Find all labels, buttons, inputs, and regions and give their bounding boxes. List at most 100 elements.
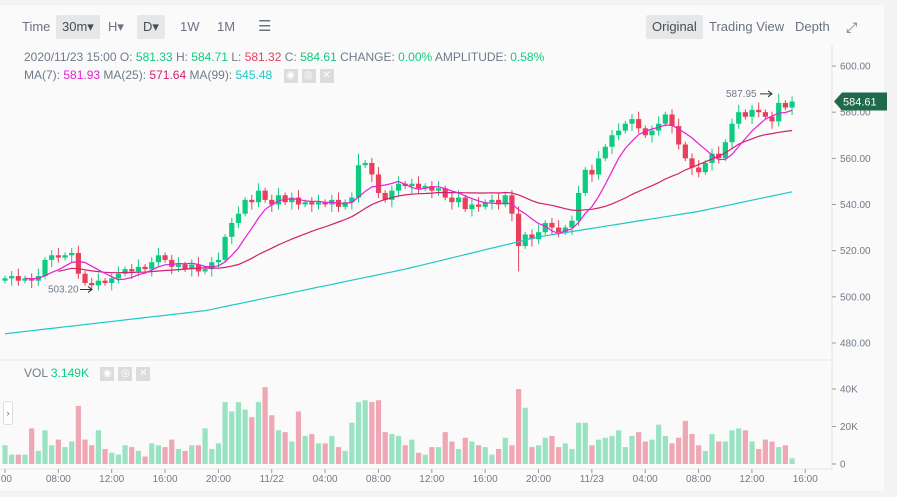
volume-bar <box>495 449 502 464</box>
volume-bar <box>662 435 668 464</box>
candle-down <box>322 202 328 205</box>
candle-up <box>49 255 55 260</box>
candle-up <box>576 192 582 221</box>
candle-up <box>722 142 728 159</box>
fullscreen-icon[interactable]: ⤢ <box>846 19 858 35</box>
interval-month[interactable]: 1M <box>217 19 236 34</box>
interval-30m[interactable]: 30m▾ <box>56 15 100 39</box>
volume-bar <box>222 402 228 464</box>
volume-bar <box>235 402 242 464</box>
volume-bar <box>549 435 555 464</box>
time-tick-label: 16:00 <box>473 474 498 485</box>
vol-label: VOL <box>24 366 48 380</box>
candle-down <box>696 167 702 173</box>
volume-bar <box>202 428 208 464</box>
volume-bar <box>435 447 442 464</box>
candle-up <box>729 123 735 143</box>
time-tick-label: 11/22 <box>260 474 285 485</box>
candle-up <box>582 169 588 193</box>
volume-bar <box>209 449 215 464</box>
price-tick-label: 480.00 <box>840 338 871 349</box>
change-label: CHANGE: <box>340 50 395 64</box>
volume-bar <box>636 432 642 464</box>
volume-bar <box>789 458 795 464</box>
volume-bar <box>389 434 395 464</box>
candle-down <box>29 278 35 281</box>
price-tick-label: 580.00 <box>840 108 871 119</box>
close-icon[interactable]: ✕ <box>136 366 151 381</box>
max-arrow-icon <box>760 90 773 98</box>
interval-week[interactable]: 1W <box>180 19 200 34</box>
volume-bar <box>329 435 335 464</box>
vol-value: 3.149K <box>50 366 89 380</box>
candle-date: 2020/11/23 15:00 <box>24 50 117 64</box>
candle-up <box>242 199 248 214</box>
volume-bar <box>616 430 622 464</box>
close-label: C: <box>284 50 297 64</box>
interval-day[interactable]: D▾ <box>137 15 165 39</box>
volume-bar <box>609 435 615 464</box>
price-tick-label: 520.00 <box>840 246 871 257</box>
volume-bar <box>522 407 528 464</box>
volume-bar <box>122 445 128 464</box>
settings-sliders-icon[interactable]: ☰ <box>258 18 272 35</box>
close-icon[interactable]: ✕ <box>319 68 334 83</box>
price-tick-label: 560.00 <box>840 154 871 165</box>
volume-bar <box>82 439 88 464</box>
volume-bar <box>135 450 141 464</box>
candle-up <box>315 202 322 205</box>
time-tick-label: 16:00 <box>793 474 818 485</box>
ma7-line <box>24 109 793 281</box>
eye-icon[interactable]: ◉ <box>100 366 115 381</box>
candle-down <box>742 112 748 117</box>
candle-up <box>362 162 368 166</box>
candle-up <box>69 252 75 256</box>
time-tick-label: 12:00 <box>99 474 124 485</box>
volume-bar <box>315 443 322 464</box>
volume-bar <box>782 445 788 464</box>
volume-bar <box>162 447 168 464</box>
volume-bar <box>415 452 422 464</box>
volume-bar <box>275 430 282 464</box>
volume-bar <box>669 443 675 464</box>
volume-bar <box>149 443 155 464</box>
volume-bar <box>15 454 21 464</box>
view-original[interactable]: Original <box>646 15 703 39</box>
candle-up <box>542 222 548 233</box>
candle-up <box>709 153 715 163</box>
candle-up <box>62 255 68 258</box>
volume-bar <box>302 435 308 464</box>
candle-down <box>762 112 768 117</box>
volume-bar <box>536 445 542 464</box>
settings-icon[interactable]: ◎ <box>118 366 133 381</box>
candle-down <box>636 119 642 129</box>
price-tick-label: 500.00 <box>840 292 871 303</box>
candle-up <box>596 158 602 175</box>
volume-bar <box>69 441 75 464</box>
candle-down <box>169 259 175 267</box>
volume-bar <box>75 405 81 464</box>
volume-bar <box>562 443 568 464</box>
candle-up <box>135 266 141 272</box>
eye-icon[interactable]: ◉ <box>283 68 298 83</box>
volume-bar <box>722 441 728 464</box>
volume-bar <box>502 437 508 464</box>
view-depth[interactable]: Depth <box>795 19 830 34</box>
volume-bar <box>129 447 135 464</box>
candle-down <box>515 213 522 247</box>
view-trading-view[interactable]: Trading View <box>709 19 785 34</box>
candle-up <box>455 197 462 203</box>
candle-up <box>289 197 295 203</box>
volume-bar <box>569 449 575 464</box>
interval-hour[interactable]: H▾ <box>108 19 124 34</box>
candle-up <box>9 276 15 279</box>
candle-down <box>15 276 21 281</box>
candle-up <box>149 262 155 270</box>
ma25-label: MA(25): <box>103 68 147 82</box>
settings-icon[interactable]: ◎ <box>301 68 316 83</box>
candle-up <box>609 135 615 147</box>
volume-bar <box>582 422 588 464</box>
expand-handle[interactable]: › <box>3 401 13 425</box>
volume-bar <box>395 435 402 464</box>
candle-up <box>629 119 635 124</box>
